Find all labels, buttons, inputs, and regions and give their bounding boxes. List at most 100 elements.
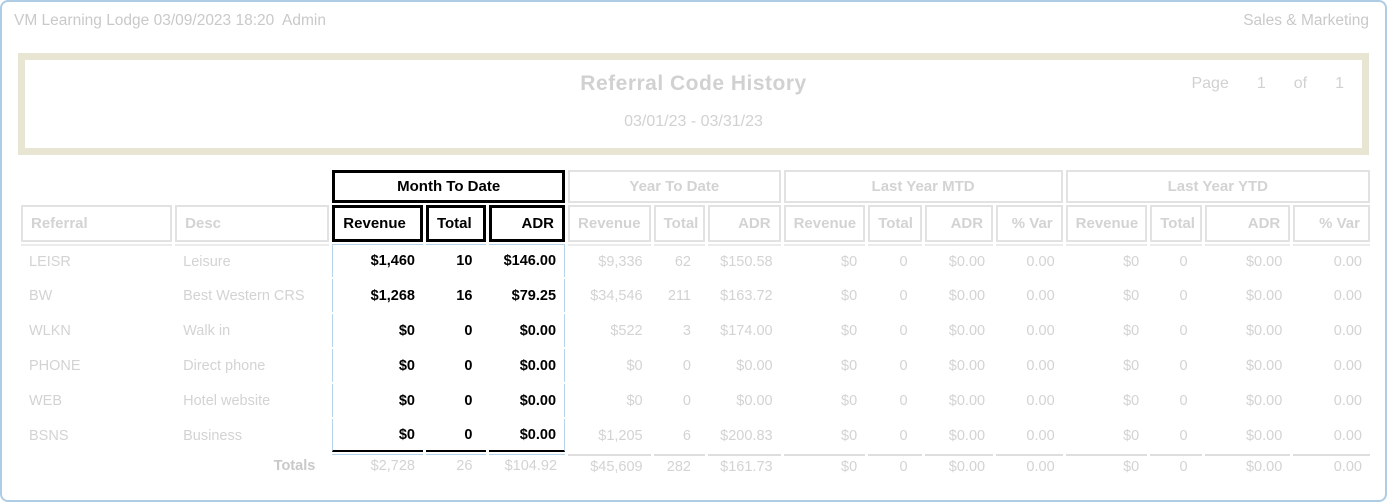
cell-lymtd-revenue-total: $0 <box>783 454 866 477</box>
cell-ytd-adr: $163.72 <box>720 287 773 304</box>
cell-mtd-revenue: $0 <box>332 314 423 347</box>
header-ytd-total: Total <box>653 205 705 242</box>
group-header-spacer <box>21 170 329 203</box>
cell-lymtd-revenue: $0 <box>841 287 858 304</box>
cell-desc: Leisure <box>175 244 330 277</box>
group-header-year-to-date: Year To Date <box>568 170 781 203</box>
cell-referral: WEB <box>29 392 63 409</box>
cell-referral: BSNS <box>29 427 69 444</box>
header-lymtd-var: % Var <box>996 205 1063 242</box>
cell-lymtd-var: 0.00 <box>996 244 1063 277</box>
cell-desc: Best Western CRS <box>183 287 305 304</box>
cell-mtd-adr: $0.00 <box>489 314 566 347</box>
cell-mtd-adr: $0.00 <box>489 349 566 382</box>
cell-lyytd-var: 0.00 <box>1293 244 1370 277</box>
cell-ytd-total: 0 <box>682 357 691 374</box>
cell-lymtd-total: 0 <box>899 427 908 444</box>
header-desc: Desc <box>175 205 330 242</box>
header-lyytd-adr: ADR <box>1204 205 1291 242</box>
cell-lymtd-total-total: 0 <box>868 454 922 477</box>
table-row: LEISR Leisure $1,460 10 $146.00 $9,336 6… <box>21 244 1370 277</box>
table-row: BSNS Business $0 0 $0.00 $1,205 6 $200.8… <box>21 419 1370 452</box>
cell-ytd-adr: $0.00 <box>736 357 773 374</box>
page-number: 1 <box>1256 75 1266 92</box>
cell-lymtd-revenue: $0 <box>841 392 858 409</box>
cell-mtd-total: 0 <box>464 357 473 374</box>
cell-referral: BW <box>29 287 53 304</box>
group-header-row: Month To Date Year To Date Last Year MTD… <box>21 170 1370 203</box>
cell-lyytd-var-total: 0.00 <box>1293 454 1370 477</box>
cell-lyytd-total: 0 <box>1179 287 1188 304</box>
cell-desc: Walk in <box>183 322 231 339</box>
cell-lymtd-var: 0.00 <box>1026 427 1055 444</box>
header-lymtd-total: Total <box>868 205 922 242</box>
header-mtd-total[interactable]: Total <box>425 205 487 242</box>
cell-mtd-adr-total: $104.92 <box>489 454 566 477</box>
cell-desc: Direct phone <box>183 357 266 374</box>
group-header-month-to-date[interactable]: Month To Date <box>332 170 566 203</box>
cell-mtd-revenue: $1,460 <box>332 244 423 277</box>
header-lyytd-total: Total <box>1150 205 1202 242</box>
cell-lymtd-var: 0.00 <box>1026 322 1055 339</box>
cell-lyytd-revenue: $0 <box>1123 427 1140 444</box>
totals-row: Totals $2,728 26 $104.92 $45,609 282 $16… <box>21 454 1370 477</box>
cell-lyytd-adr: $0.00 <box>1245 357 1283 374</box>
page-count: 1 <box>1335 75 1344 92</box>
cell-lyytd-var: 0.00 <box>1333 322 1362 339</box>
header-referral: Referral <box>21 205 173 242</box>
cell-lymtd-total: 0 <box>899 357 908 374</box>
cell-ytd-total: 3 <box>682 322 691 339</box>
cell-mtd-total: 10 <box>425 244 487 277</box>
cell-lyytd-revenue: $0 <box>1123 392 1140 409</box>
cell-mtd-total: 0 <box>464 322 473 339</box>
cell-lymtd-adr: $0.00 <box>948 427 986 444</box>
cell-ytd-revenue: $0 <box>626 392 643 409</box>
cell-lyytd-var: 0.00 <box>1333 357 1362 374</box>
page-label: Page <box>1191 75 1229 92</box>
cell-ytd-total: 6 <box>682 427 691 444</box>
cell-lymtd-var-total: 0.00 <box>996 454 1063 477</box>
cell-lymtd-total: 0 <box>899 392 908 409</box>
cell-lymtd-adr: $0.00 <box>948 322 986 339</box>
page-indicator: Page 1 of 1 <box>1191 75 1344 93</box>
cell-lyytd-adr: $0.00 <box>1245 427 1283 444</box>
cell-lymtd-var: 0.00 <box>1026 357 1055 374</box>
header-mtd-adr[interactable]: ADR <box>489 205 566 242</box>
cell-lymtd-revenue: $0 <box>841 357 858 374</box>
cell-lyytd-revenue: $0 <box>1065 244 1148 277</box>
cell-mtd-adr: $0.00 <box>489 419 566 452</box>
cell-mtd-adr: $146.00 <box>489 244 566 277</box>
group-header-last-year-mtd: Last Year MTD <box>783 170 1063 203</box>
cell-lymtd-adr-total: $0.00 <box>924 454 994 477</box>
cell-lyytd-var: 0.00 <box>1333 287 1362 304</box>
header-lymtd-revenue: Revenue <box>783 205 866 242</box>
report-title: Referral Code History <box>580 72 807 95</box>
header-mtd-revenue[interactable]: Revenue <box>332 205 423 242</box>
cell-mtd-adr: $0.00 <box>489 384 566 417</box>
column-header-row: Referral Desc Revenue Total ADR Revenue … <box>21 205 1370 242</box>
cell-lyytd-adr-total: $0.00 <box>1204 454 1291 477</box>
table-row: WLKN Walk in $0 0 $0.00 $522 3 $174.00 $… <box>21 314 1370 347</box>
cell-ytd-revenue: $522 <box>610 322 643 339</box>
header-lymtd-adr: ADR <box>924 205 994 242</box>
cell-lymtd-total: 0 <box>899 322 908 339</box>
cell-lyytd-adr: $0.00 <box>1245 287 1283 304</box>
cell-ytd-adr: $0.00 <box>736 392 773 409</box>
cell-lymtd-revenue: $0 <box>783 244 866 277</box>
cell-mtd-revenue: $0 <box>332 349 423 382</box>
cell-mtd-total: 0 <box>425 419 487 452</box>
cell-lymtd-var: 0.00 <box>1026 287 1055 304</box>
cell-desc: Business <box>183 427 242 444</box>
totals-label: Totals <box>273 457 316 474</box>
date-range: 03/01/23 - 03/31/23 <box>624 113 763 130</box>
cell-ytd-revenue-total: $45,609 <box>568 454 651 477</box>
header-ytd-adr: ADR <box>708 205 781 242</box>
referral-history-table: Month To Date Year To Date Last Year MTD… <box>18 168 1373 479</box>
cell-lyytd-adr: $0.00 <box>1204 244 1291 277</box>
topbar-property-context: VM Learning Lodge 03/09/2023 18:20 Admin <box>14 12 326 29</box>
cell-ytd-total-total: 282 <box>653 454 705 477</box>
header-lyytd-var: % Var <box>1293 205 1370 242</box>
cell-lyytd-revenue: $0 <box>1123 322 1140 339</box>
cell-ytd-revenue: $9,336 <box>568 244 651 277</box>
cell-lyytd-total: 0 <box>1179 357 1188 374</box>
